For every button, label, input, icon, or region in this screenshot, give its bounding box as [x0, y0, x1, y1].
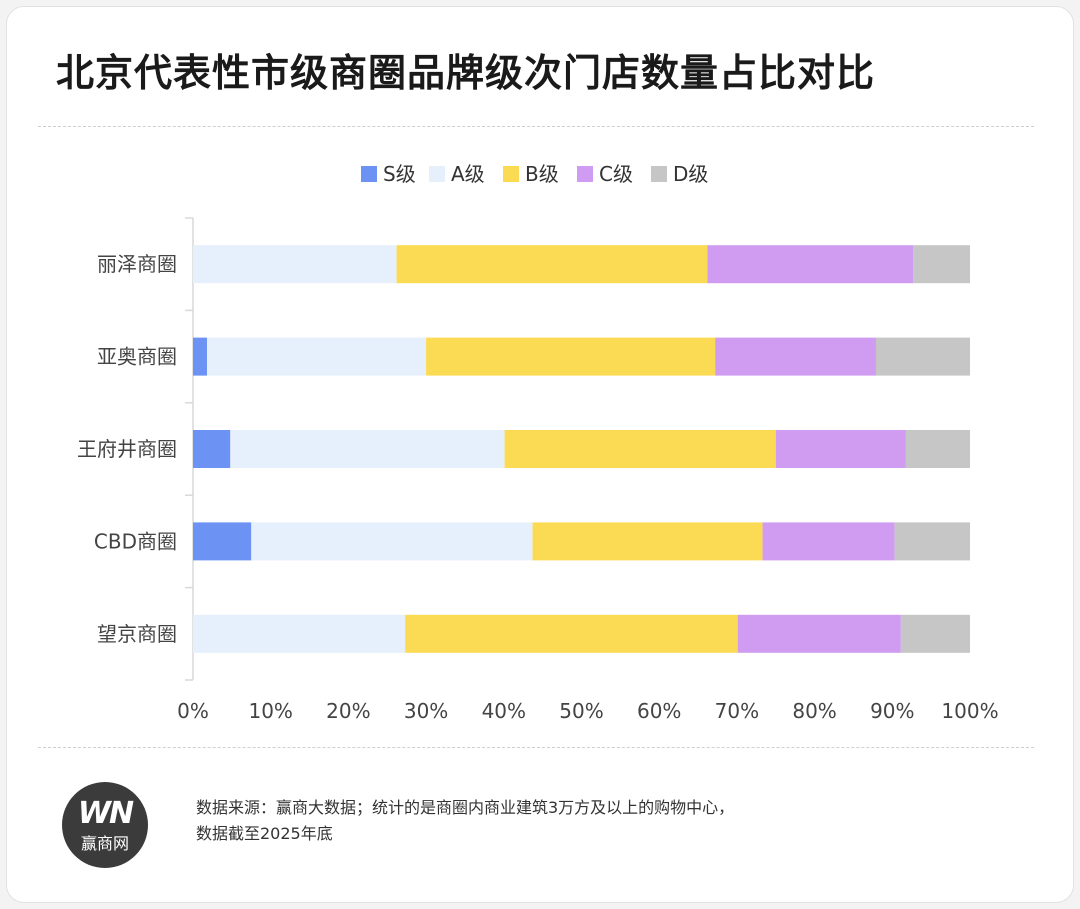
logo-mark: WN — [77, 796, 134, 831]
x-tick-label: 10% — [248, 699, 292, 723]
legend-label: D级 — [673, 162, 708, 186]
bar-segment — [193, 522, 252, 561]
bar-segment — [396, 245, 708, 284]
x-tick-label: 80% — [792, 699, 836, 723]
top-divider — [38, 126, 1034, 127]
source-line-2: 数据截至2025年底 — [196, 824, 333, 843]
x-tick-label: 30% — [404, 699, 448, 723]
x-tick-label: 50% — [559, 699, 603, 723]
bar-segment — [532, 522, 763, 561]
bar-segment — [900, 614, 970, 653]
bottom-divider — [38, 747, 1034, 748]
bar-segment — [737, 614, 901, 653]
x-tick-label: 40% — [482, 699, 526, 723]
legend-swatch — [651, 166, 667, 182]
bar-segment — [193, 245, 397, 284]
bar-segment — [775, 430, 906, 468]
legend-label: S级 — [383, 162, 416, 186]
legend-label: B级 — [525, 162, 559, 186]
x-tick-label: 100% — [941, 699, 998, 723]
bar-segment — [762, 522, 895, 561]
legend-swatch — [503, 166, 519, 182]
bar-segment — [707, 245, 914, 284]
bar-segment — [905, 430, 970, 468]
source-line-1: 数据来源：赢商大数据；统计的是商圈内商业建筑3万方及以上的购物中心， — [196, 798, 735, 817]
x-tick-label: 70% — [715, 699, 759, 723]
bar-segment — [715, 337, 876, 376]
category-label: 亚奥商圈 — [97, 345, 177, 369]
legend-swatch — [361, 166, 377, 182]
logo-name: 赢商网 — [80, 834, 129, 853]
bar-segment — [426, 337, 716, 376]
category-label: 望京商圈 — [97, 622, 177, 646]
legend-label: C级 — [599, 162, 633, 186]
bar-segment — [193, 430, 231, 468]
brand-logo: WN 赢商网 — [62, 782, 148, 868]
bar-segment — [875, 337, 970, 376]
legend-swatch — [577, 166, 593, 182]
x-tick-label: 0% — [177, 699, 209, 723]
bar-segment — [193, 614, 406, 653]
bar-segment — [193, 337, 207, 376]
bar-segment — [230, 430, 505, 468]
x-tick-label: 90% — [870, 699, 914, 723]
bar-segment — [251, 522, 533, 561]
legend-swatch — [429, 166, 445, 182]
bar-segment — [405, 614, 738, 653]
category-label: 王府井商圈 — [77, 437, 177, 461]
chart-title: 北京代表性市级商圈品牌级次门店数量占比对比 — [56, 51, 876, 95]
bar-segment — [504, 430, 776, 468]
bar-segment — [913, 245, 970, 284]
x-tick-label: 60% — [637, 699, 681, 723]
data-source-note: 数据来源：赢商大数据；统计的是商圈内商业建筑3万方及以上的购物中心， 数据截至2… — [196, 795, 956, 847]
legend-label: A级 — [451, 162, 485, 186]
bar-segment — [206, 337, 427, 376]
category-label: CBD商圈 — [94, 529, 177, 553]
bar-segment — [894, 522, 970, 561]
x-tick-label: 20% — [326, 699, 370, 723]
category-label: 丽泽商圈 — [97, 252, 177, 276]
